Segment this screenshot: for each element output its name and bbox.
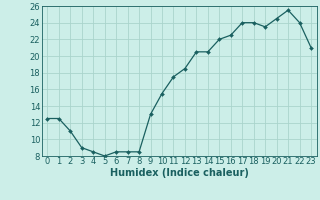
X-axis label: Humidex (Indice chaleur): Humidex (Indice chaleur) [110, 168, 249, 178]
